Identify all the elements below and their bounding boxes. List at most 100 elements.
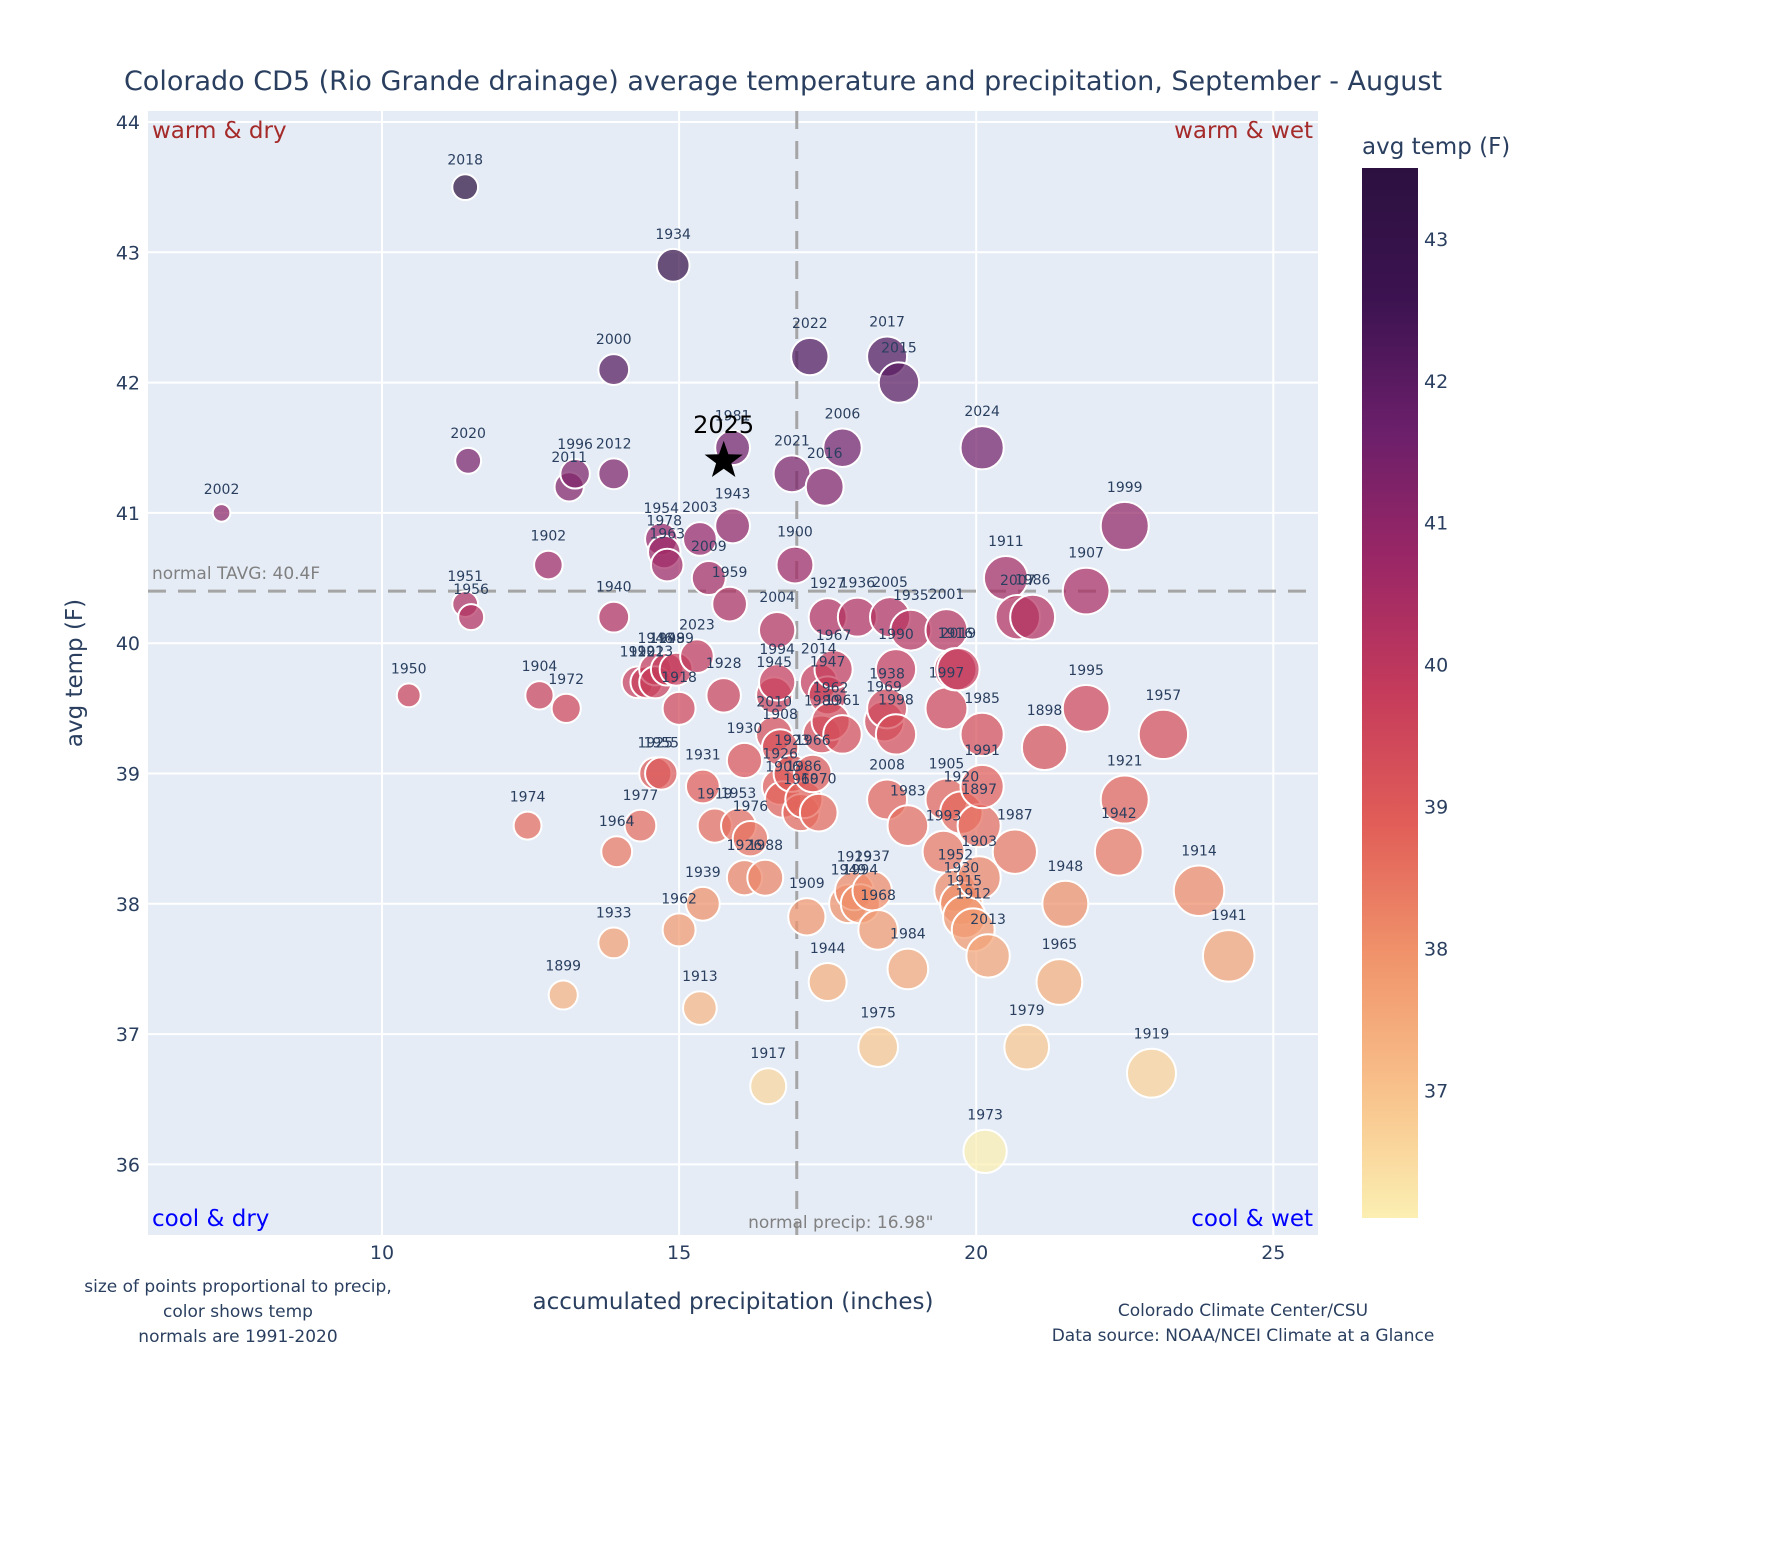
data-label: 1919 (1134, 1027, 1170, 1043)
normal-temp-label: normal TAVG: 40.4F (152, 564, 320, 584)
data-point (959, 711, 1005, 758)
data-label: 2023 (679, 617, 715, 633)
data-label: 2024 (964, 404, 1000, 420)
plot-area (148, 111, 1318, 1235)
data-label: 1945 (756, 655, 792, 671)
data-point (804, 466, 845, 507)
data-label: 1923 (774, 733, 810, 749)
data-point (550, 692, 582, 724)
data-label: 1950 (391, 661, 427, 677)
data-label: 1937 (854, 849, 890, 865)
data-label: 1900 (777, 525, 813, 541)
data-label: 1988 (747, 838, 783, 854)
data-label: 1903 (961, 834, 997, 850)
data-point (714, 507, 751, 545)
data-label: 1899 (545, 958, 581, 974)
data-point (965, 933, 1011, 979)
data-label: 2004 (759, 590, 795, 606)
data-label: 1966 (795, 733, 831, 749)
data-label: 2013 (970, 912, 1006, 928)
x-tick-label: 20 (964, 1242, 988, 1264)
data-label: 1908 (762, 707, 798, 723)
data-label: 1904 (522, 659, 558, 675)
data-label: 1967 (816, 628, 852, 644)
data-point (959, 763, 1005, 810)
data-point (1137, 708, 1190, 761)
data-point (705, 677, 742, 714)
data-point (512, 810, 543, 841)
data-point (857, 909, 900, 951)
data-label: 1946 (638, 631, 674, 647)
data-label: 1990 (878, 627, 914, 643)
data-point (644, 756, 679, 791)
data-point (1020, 723, 1069, 772)
y-tick-label: 43 (116, 242, 140, 264)
data-label: 1978 (646, 514, 682, 530)
y-tick-label: 42 (116, 373, 140, 395)
data-point (623, 808, 658, 843)
data-label: 1960 (783, 772, 819, 788)
data-label: 1906 (765, 759, 801, 775)
data-label: 1927 (810, 576, 846, 592)
data-label: 1954 (643, 501, 679, 517)
data-label: 1975 (860, 1005, 896, 1021)
colorbar-tick-label: 37 (1424, 1080, 1448, 1102)
star-icon (704, 440, 743, 477)
data-label: 2021 (774, 433, 810, 449)
data-label: 1918 (661, 670, 697, 686)
data-point (991, 828, 1038, 875)
data-point (597, 353, 631, 386)
data-point (661, 912, 697, 948)
data-label: 1913 (638, 644, 674, 660)
data-point (886, 804, 930, 847)
data-label: 1949 (649, 631, 685, 647)
data-label: 1984 (890, 927, 926, 943)
y-tick-label: 39 (116, 764, 140, 786)
data-point (1041, 879, 1090, 928)
data-label: 2001 (929, 587, 965, 603)
data-point (787, 897, 827, 937)
data-point (886, 947, 930, 991)
data-label: 1929 (837, 849, 873, 865)
footnote-right-2: Data source: NOAA/NCEI Climate at a Glan… (1052, 1326, 1435, 1346)
y-tick-label: 40 (116, 633, 140, 655)
x-tick-label: 10 (370, 1242, 394, 1264)
data-label: 1981 (715, 408, 751, 424)
data-label: 1996 (557, 437, 593, 453)
quadrant-label-warm-dry: warm & dry (152, 118, 287, 144)
quadrant-label-warm-wet: warm & wet (1174, 118, 1313, 144)
data-point (731, 819, 770, 858)
data-label: 1970 (801, 772, 837, 788)
data-label: 2017 (869, 315, 905, 331)
data-point (725, 741, 764, 780)
data-label: 1987 (997, 808, 1033, 824)
highlight-label: 2025 (693, 411, 754, 439)
data-label: 2005 (872, 575, 908, 591)
data-point (1201, 929, 1256, 983)
data-point (395, 682, 422, 709)
data-point (956, 855, 1002, 901)
colorbar-tick-label: 39 (1424, 797, 1448, 819)
data-point (690, 560, 727, 597)
data-label: 1916 (938, 626, 974, 642)
data-label: 1994 (759, 642, 795, 658)
data-label: 1961 (825, 693, 861, 709)
data-label: 1928 (706, 656, 742, 672)
x-axis-title: accumulated precipitation (inches) (533, 1289, 934, 1315)
y-tick-label: 44 (116, 112, 140, 134)
data-point (874, 648, 918, 691)
data-label: 1947 (810, 654, 846, 670)
data-label: 1935 (893, 588, 929, 604)
data-label: 2009 (691, 539, 727, 555)
data-point (749, 1067, 788, 1106)
data-label: 2002 (204, 482, 240, 498)
y-tick-label: 36 (116, 1154, 140, 1176)
data-point (1172, 864, 1226, 918)
data-label: 1995 (1068, 663, 1104, 679)
data-label: 2016 (807, 446, 843, 462)
data-label: 1993 (926, 809, 962, 825)
data-label: 1917 (750, 1046, 786, 1062)
data-point (649, 547, 685, 583)
data-point (1061, 566, 1111, 616)
data-label: 1930 (944, 861, 980, 877)
